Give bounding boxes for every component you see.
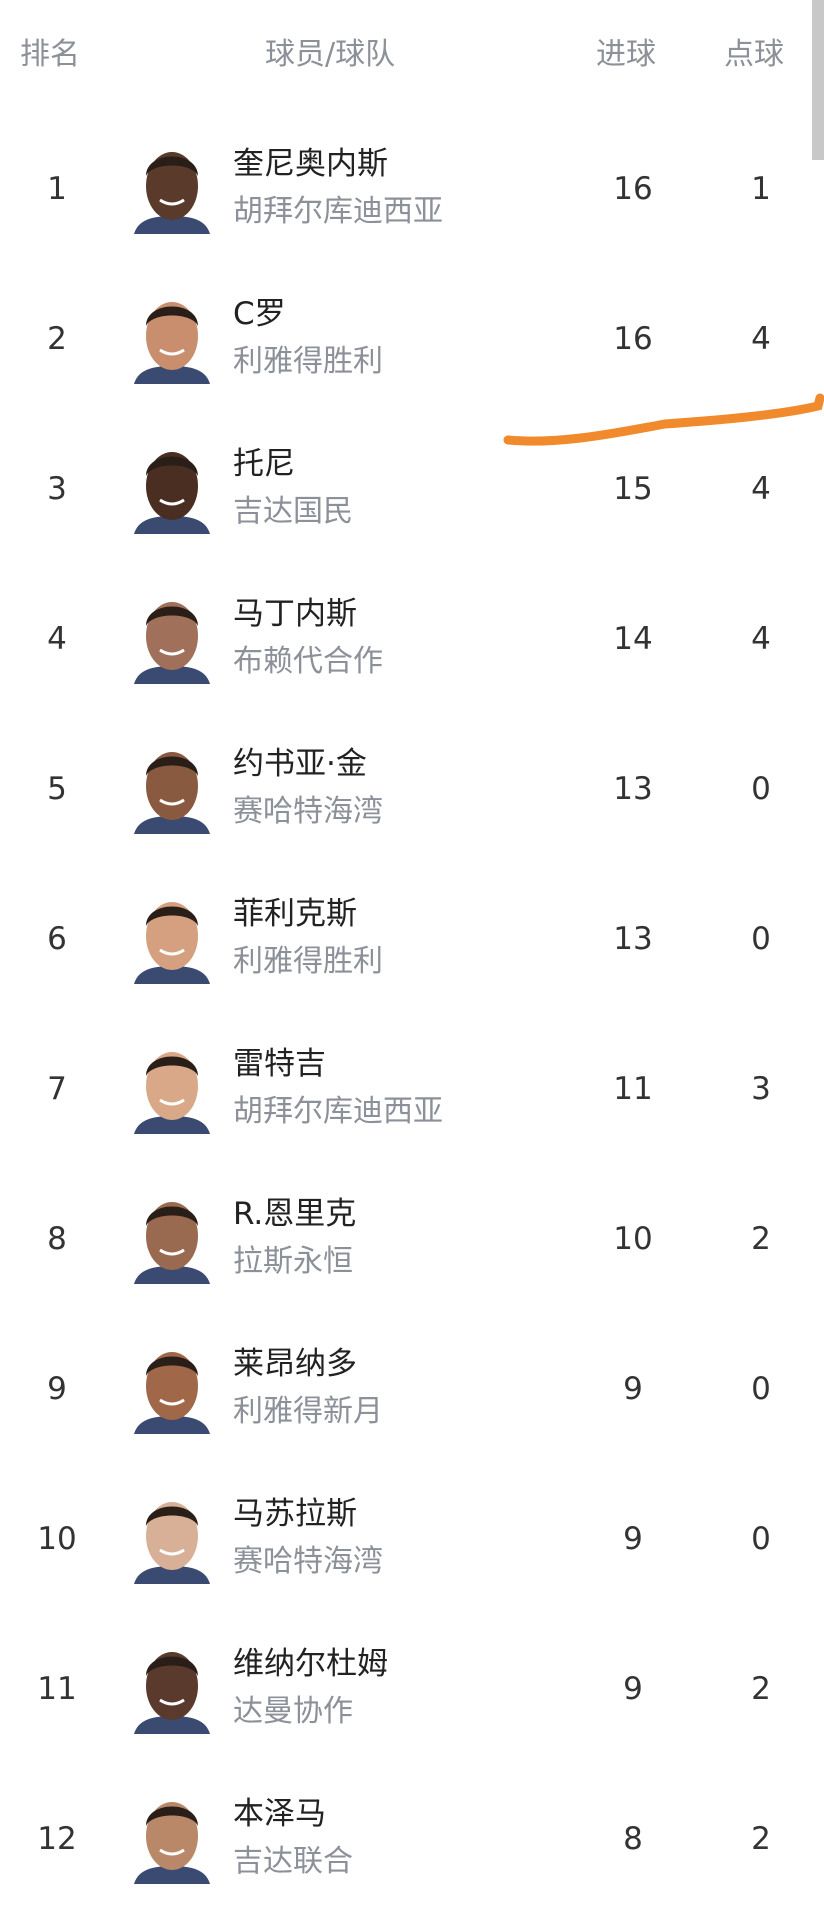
- player-avatar: [134, 302, 210, 384]
- rank: 1: [47, 171, 67, 207]
- goals: 8: [623, 1821, 643, 1857]
- player-name[interactable]: 本泽马: [233, 1796, 326, 1832]
- rank: 10: [37, 1521, 77, 1557]
- penalties: 0: [751, 1521, 771, 1557]
- rank: 12: [37, 1821, 77, 1857]
- table-row[interactable]: 10 马苏拉斯 赛哈特海湾 9 0: [0, 1464, 824, 1614]
- team-name[interactable]: 利雅得胜利: [233, 344, 383, 379]
- header-player-team: 球员/球队: [265, 37, 396, 72]
- team-name[interactable]: 赛哈特海湾: [233, 1544, 383, 1579]
- team-name[interactable]: 赛哈特海湾: [233, 794, 383, 829]
- goals: 14: [613, 621, 653, 657]
- team-name[interactable]: 吉达联合: [233, 1844, 353, 1879]
- rank: 3: [47, 471, 67, 507]
- penalties: 2: [751, 1221, 771, 1257]
- rank: 2: [47, 321, 67, 357]
- scrollbar[interactable]: [812, 0, 824, 160]
- rank: 5: [47, 771, 67, 807]
- goals: 11: [613, 1071, 653, 1107]
- team-name[interactable]: 利雅得新月: [233, 1394, 383, 1429]
- penalties: 3: [751, 1071, 771, 1107]
- team-name[interactable]: 达曼协作: [233, 1694, 353, 1729]
- goals: 16: [613, 171, 653, 207]
- penalties: 0: [751, 1371, 771, 1407]
- player-name[interactable]: C罗: [233, 296, 286, 332]
- player-avatar: [134, 752, 210, 834]
- player-name[interactable]: 马苏拉斯: [233, 1496, 357, 1532]
- player-name[interactable]: R.恩里克: [233, 1196, 357, 1232]
- player-name[interactable]: 约书亚·金: [233, 746, 367, 782]
- player-avatar: [134, 1802, 210, 1884]
- penalties: 0: [751, 771, 771, 807]
- goals: 16: [613, 321, 653, 357]
- player-name[interactable]: 托尼: [233, 446, 295, 482]
- team-name[interactable]: 胡拜尔库迪西亚: [233, 1094, 443, 1129]
- player-avatar: [134, 1052, 210, 1134]
- player-name[interactable]: 维纳尔杜姆: [233, 1646, 388, 1682]
- goals: 15: [613, 471, 653, 507]
- penalties: 0: [751, 921, 771, 957]
- team-name[interactable]: 胡拜尔库迪西亚: [233, 194, 443, 229]
- goals: 9: [623, 1371, 643, 1407]
- player-avatar: [134, 1202, 210, 1284]
- penalties: 1: [751, 171, 771, 207]
- table-row[interactable]: 1 奎尼奥内斯 胡拜尔库迪西亚 16 1: [0, 114, 824, 264]
- rank: 8: [47, 1221, 67, 1257]
- player-avatar: [134, 602, 210, 684]
- player-avatar: [134, 902, 210, 984]
- penalties: 4: [751, 621, 771, 657]
- table-row[interactable]: 9 莱昂纳多 利雅得新月 9 0: [0, 1314, 824, 1464]
- penalties: 2: [751, 1671, 771, 1707]
- table-row[interactable]: 3 托尼 吉达国民 15 4: [0, 414, 824, 564]
- rank: 7: [47, 1071, 67, 1107]
- rank: 11: [37, 1671, 77, 1707]
- team-name[interactable]: 吉达国民: [233, 494, 353, 529]
- header-rank: 排名: [20, 37, 80, 72]
- team-name[interactable]: 利雅得胜利: [233, 944, 383, 979]
- player-name[interactable]: 奎尼奥内斯: [233, 146, 388, 182]
- header-goals: 进球: [596, 37, 656, 72]
- player-name[interactable]: 雷特吉: [233, 1046, 326, 1082]
- table-row[interactable]: 4 马丁内斯 布赖代合作 14 4: [0, 564, 824, 714]
- table-row[interactable]: 12 本泽马 吉达联合 8 2: [0, 1764, 824, 1914]
- rank: 4: [47, 621, 67, 657]
- penalties: 4: [751, 471, 771, 507]
- table-row[interactable]: 11 维纳尔杜姆 达曼协作 9 2: [0, 1614, 824, 1764]
- goals: 13: [613, 771, 653, 807]
- player-avatar: [134, 1502, 210, 1584]
- penalties: 2: [751, 1821, 771, 1857]
- player-name[interactable]: 菲利克斯: [233, 896, 357, 932]
- player-avatar: [134, 1352, 210, 1434]
- team-name[interactable]: 布赖代合作: [233, 644, 383, 679]
- rank: 6: [47, 921, 67, 957]
- player-avatar: [134, 1652, 210, 1734]
- table-row[interactable]: 6 菲利克斯 利雅得胜利 13 0: [0, 864, 824, 1014]
- table-row[interactable]: 2 C罗 利雅得胜利 16 4: [0, 264, 824, 414]
- goals: 13: [613, 921, 653, 957]
- rank: 9: [47, 1371, 67, 1407]
- penalties: 4: [751, 321, 771, 357]
- player-avatar: [134, 452, 210, 534]
- table-row[interactable]: 8 R.恩里克 拉斯永恒 10 2: [0, 1164, 824, 1314]
- player-avatar: [134, 152, 210, 234]
- goals: 9: [623, 1521, 643, 1557]
- player-name[interactable]: 莱昂纳多: [233, 1346, 357, 1382]
- goals: 9: [623, 1671, 643, 1707]
- team-name[interactable]: 拉斯永恒: [233, 1244, 353, 1279]
- header-penalties: 点球: [724, 37, 784, 72]
- goals: 10: [613, 1221, 653, 1257]
- table-row[interactable]: 7 雷特吉 胡拜尔库迪西亚 11 3: [0, 1014, 824, 1164]
- player-name[interactable]: 马丁内斯: [233, 596, 357, 632]
- table-row[interactable]: 5 约书亚·金 赛哈特海湾 13 0: [0, 714, 824, 864]
- orange-annotation-stroke: [503, 393, 824, 446]
